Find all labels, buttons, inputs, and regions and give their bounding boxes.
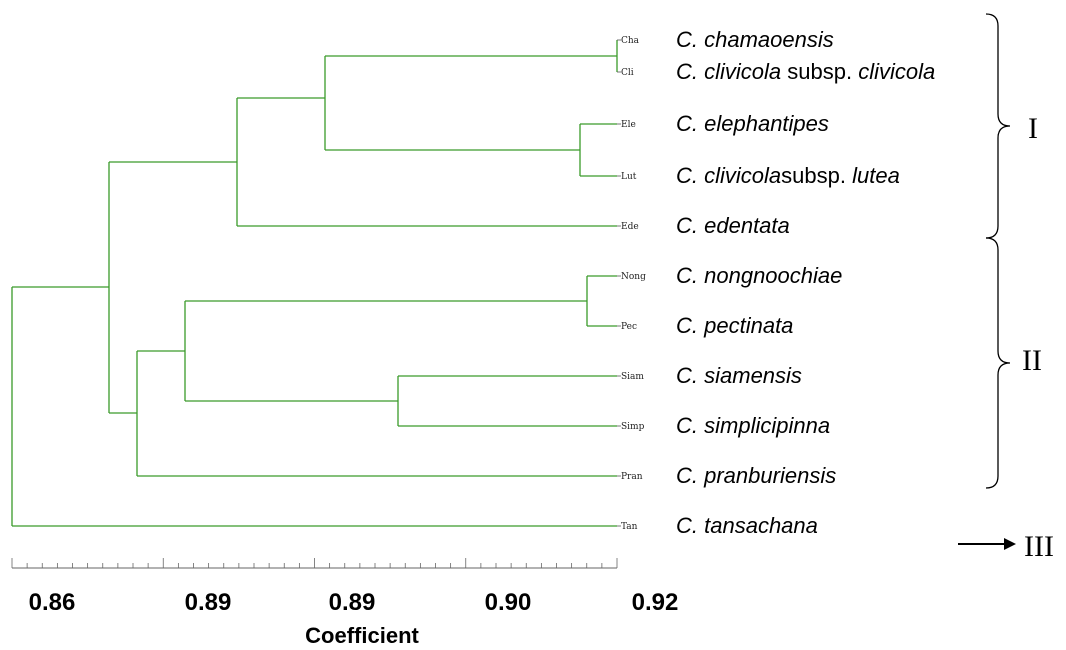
tip-code-cli: Cli <box>621 68 634 78</box>
tip-labels: Cha Cli Ele Lut Ede Nong Pec Siam Simp Pran Tan <box>621 36 646 532</box>
tick-label-1: 0.86 <box>29 589 76 616</box>
axis-tick-labels: 0.86 0.89 0.89 0.90 0.92 <box>29 589 679 616</box>
dendrogram-branches <box>11 39 621 527</box>
group-label-iii: III <box>1024 530 1054 563</box>
tip-code-cha: Cha <box>621 36 640 46</box>
axis-title: Coefficient <box>305 623 419 648</box>
tip-code-tan: Tan <box>621 522 638 532</box>
group-label-ii: II <box>1022 344 1042 377</box>
species-label-nong: C. nongnoochiae <box>676 263 842 288</box>
species-label-cha: C. chamaoensis <box>676 27 834 52</box>
group-label-i: I <box>1028 112 1038 145</box>
tick-label-5: 0.92 <box>632 589 679 616</box>
species-label-simp: C. simplicipinna <box>676 413 830 438</box>
species-labels: C. chamaoensis C. clivicola subsp. clivic… <box>676 27 935 538</box>
tip-code-ele: Ele <box>621 120 636 130</box>
tip-code-siam: Siam <box>621 372 644 382</box>
coefficient-axis: 0.86 0.89 0.89 0.90 0.92 Coefficient <box>11 558 679 648</box>
species-label-pran: C. pranburiensis <box>676 463 836 488</box>
tick-label-2: 0.89 <box>185 589 232 616</box>
species-label-pec: C. pectinata <box>676 313 793 338</box>
species-label-ele: C. elephantipes <box>676 111 829 136</box>
species-label-siam: C. siamensis <box>676 363 802 388</box>
axis-ticks <box>11 558 618 568</box>
tip-code-pec: Pec <box>621 322 637 332</box>
tick-label-4: 0.90 <box>485 589 532 616</box>
tip-code-simp: Simp <box>621 422 645 432</box>
species-label-cli: C. clivicola subsp. clivicola <box>676 59 935 84</box>
species-label-lut: C. clivicolasubsp. lutea <box>676 163 900 188</box>
tip-code-nong: Nong <box>621 272 646 282</box>
group-arrow-head <box>1004 538 1016 550</box>
species-label-tan: C. tansachana <box>676 513 818 538</box>
species-label-ede: C. edentata <box>676 213 790 238</box>
group-brace-ii <box>985 237 1011 489</box>
group-brace-i <box>985 13 1011 239</box>
tick-label-3: 0.89 <box>329 589 376 616</box>
tip-code-pran: Pran <box>621 472 643 482</box>
tip-code-lut: Lut <box>621 172 637 182</box>
tip-code-ede: Ede <box>621 222 639 232</box>
